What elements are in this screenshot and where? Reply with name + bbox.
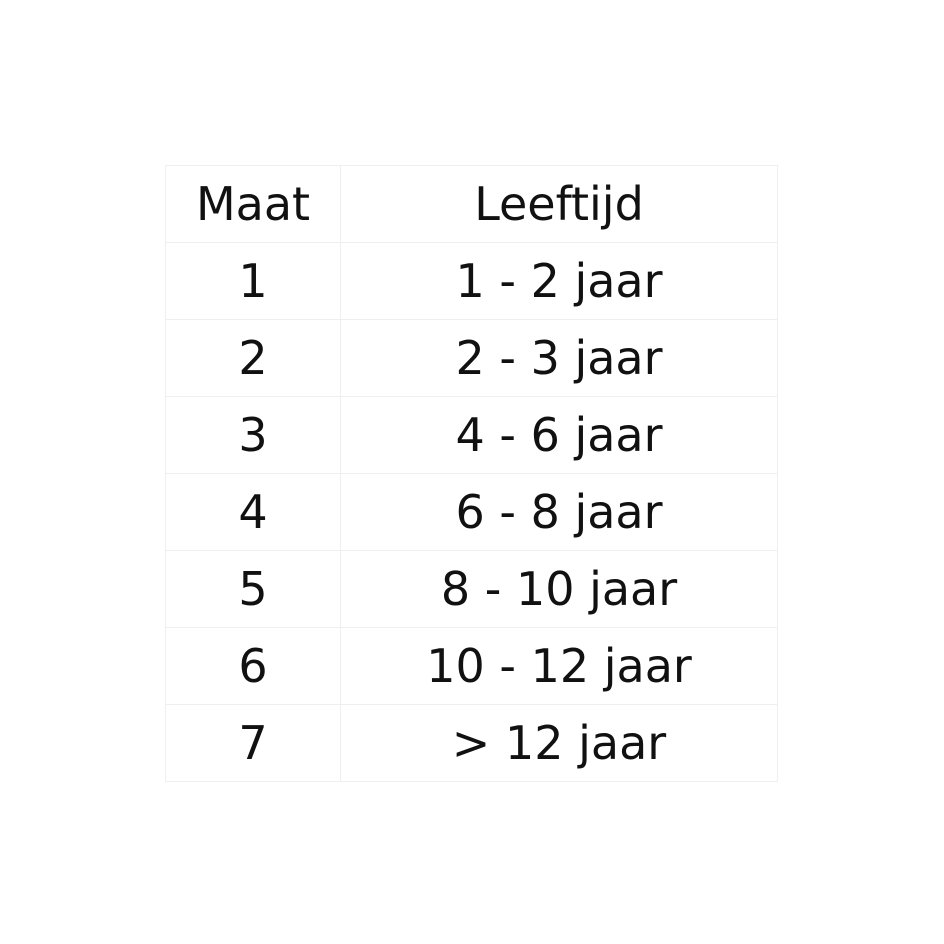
cell-leeftijd: 6 - 8 jaar: [340, 473, 778, 551]
cell-maat: 1: [165, 242, 341, 320]
cell-leeftijd: 10 - 12 jaar: [340, 627, 778, 705]
cell-maat: 6: [165, 627, 341, 705]
cell-leeftijd: 2 - 3 jaar: [340, 319, 778, 397]
table-row: 7 > 12 jaar: [165, 704, 778, 782]
cell-maat: 7: [165, 704, 341, 782]
cell-maat: 2: [165, 319, 341, 397]
cell-leeftijd: > 12 jaar: [340, 704, 778, 782]
header-maat: Maat: [165, 165, 341, 243]
header-row: Maat Leeftijd: [165, 165, 778, 243]
table-row: 6 10 - 12 jaar: [165, 627, 778, 705]
cell-leeftijd: 4 - 6 jaar: [340, 396, 778, 474]
cell-maat: 3: [165, 396, 341, 474]
cell-maat: 4: [165, 473, 341, 551]
cell-leeftijd: 8 - 10 jaar: [340, 550, 778, 628]
cell-leeftijd: 1 - 2 jaar: [340, 242, 778, 320]
cell-maat: 5: [165, 550, 341, 628]
header-leeftijd: Leeftijd: [340, 165, 778, 243]
